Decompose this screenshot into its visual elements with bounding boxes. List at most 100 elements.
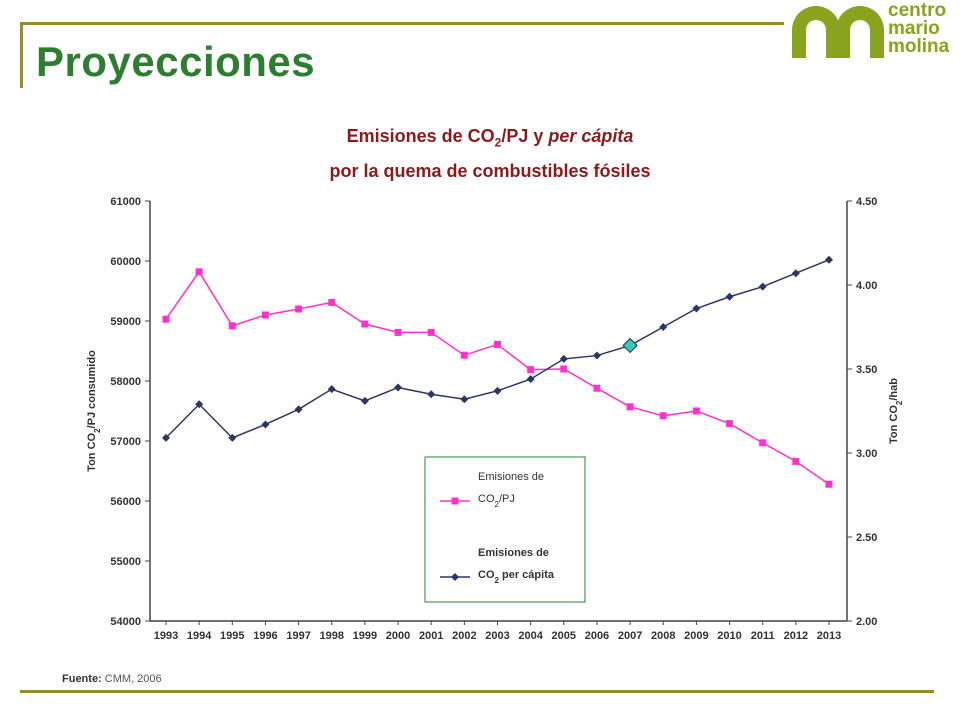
pj-point: [394, 328, 402, 336]
x-tick-label: 2013: [817, 630, 841, 642]
legend-swatch-marker-1: [451, 497, 459, 505]
pj-point: [726, 420, 734, 428]
left-axis-title: Ton CO2/PJ consumido: [86, 350, 102, 472]
pj-point: [560, 365, 568, 373]
pj-point: [527, 366, 535, 374]
x-tick-label: 1997: [286, 630, 310, 642]
logo-text: centro mario molina: [888, 0, 950, 57]
right-tick-label: 2.50: [856, 532, 877, 544]
header-rule: [20, 22, 784, 25]
capita-point: [725, 292, 734, 301]
left-tick-label: 56000: [110, 496, 141, 508]
left-tick-label: 54000: [110, 616, 141, 628]
x-tick-label: 1998: [320, 630, 344, 642]
chart-heading-line-2: por la quema de combustibles fósiles: [329, 160, 651, 181]
legend-entry-2-line-1: Emisiones de: [478, 547, 549, 559]
right-axis-title: Ton CO2/hab: [888, 378, 904, 444]
source-note: Fuente: CMM, 2006: [62, 673, 162, 685]
x-tick-label: 2004: [518, 630, 543, 642]
footer-rule: [20, 690, 934, 693]
capita-point: [659, 323, 668, 331]
source-label: Fuente:: [62, 673, 102, 685]
capita-point: [559, 354, 568, 363]
x-tick-label: 1999: [353, 630, 377, 642]
capita-point: [493, 386, 502, 395]
legend-entry-1-line-2: CO2/PJ: [478, 493, 515, 509]
x-tick-label: 2003: [485, 630, 509, 642]
capita-point: [825, 255, 833, 264]
heading-part-b: /PJ y: [501, 126, 549, 146]
capita-point: [228, 433, 237, 442]
capita-point: [460, 395, 469, 404]
pj-point: [593, 384, 601, 392]
x-tick-label: 2012: [784, 630, 808, 642]
pj-point: [759, 439, 767, 447]
right-tick-label: 4.00: [856, 280, 877, 292]
pj-point: [328, 298, 336, 306]
capita-point: [360, 396, 369, 405]
legend-entry-2-line-2: CO2 per cápita: [478, 569, 555, 585]
pj-point: [195, 268, 203, 276]
chart-heading-line-1: Emisiones de CO2/PJ y per cápita: [180, 122, 800, 157]
logo-line-3: molina: [888, 36, 950, 57]
left-tick-label: 58000: [110, 376, 141, 388]
page-title: Proyecciones: [36, 38, 316, 85]
legend-box: [424, 456, 586, 603]
capita-point: [327, 385, 336, 394]
capita-point: [692, 304, 701, 313]
pj-point: [460, 351, 468, 359]
x-tick-label: 2007: [618, 630, 642, 642]
x-tick-label: 1993: [154, 630, 178, 642]
capita-point: [427, 390, 436, 399]
capita-point: [791, 269, 800, 278]
heading-part-c: per cápita: [548, 126, 634, 146]
pj-point: [825, 480, 833, 488]
series-line-1: [165, 270, 830, 485]
capita-point: [592, 351, 601, 360]
x-tick-label: 2011: [751, 630, 775, 642]
capita-point: [526, 375, 535, 384]
legend-entry-1-line-1: Emisiones de: [478, 471, 544, 483]
capita-point: [261, 420, 270, 429]
x-tick-label: 2009: [684, 630, 708, 642]
left-tick-label: 59000: [110, 316, 141, 328]
x-tick-label: 2008: [651, 630, 675, 642]
heading-subscript: 2: [494, 135, 502, 150]
chart-legend: Emisiones de CO2/PJ Emisiones de CO2 per cá…: [424, 456, 586, 603]
source-value: CMM, 2006: [104, 673, 162, 685]
pj-point: [162, 315, 170, 323]
pj-point: [261, 311, 269, 319]
pj-point: [792, 457, 800, 465]
x-tick-label: 2002: [452, 630, 476, 642]
x-tick-label: 2000: [386, 630, 410, 642]
x-tick-label: 1995: [220, 630, 244, 642]
left-tick-label: 55000: [110, 556, 141, 568]
capita-point: [294, 405, 303, 414]
pj-point: [295, 305, 303, 313]
capita-point: [758, 282, 767, 291]
series-line-2: [165, 259, 830, 439]
capita-point: [394, 383, 403, 392]
right-tick-label: 3.00: [856, 448, 877, 460]
left-tick-label: 61000: [110, 196, 141, 208]
chart-heading: Emisiones de CO2/PJ y per cápita por la …: [180, 122, 800, 185]
x-tick-label: 1994: [187, 630, 212, 642]
logo-line-1: centro: [888, 0, 947, 21]
pj-point: [626, 403, 634, 411]
right-tick-label: 4.50: [856, 196, 877, 208]
pj-point: [494, 340, 501, 348]
left-tick-label: 57000: [110, 436, 141, 448]
legend-swatch-marker-2: [451, 573, 459, 581]
x-tick-label: 1996: [253, 630, 277, 642]
header-left-rule: [20, 22, 23, 88]
pj-point: [228, 322, 236, 330]
capita-point: [195, 400, 204, 409]
highlighted-point: [622, 337, 638, 354]
pj-point: [361, 320, 369, 328]
pj-point: [659, 412, 667, 420]
pj-point: [427, 328, 435, 336]
logo-line-2: mario: [888, 18, 940, 39]
centro-mario-molina-logo: centro mario molina: [786, 0, 956, 62]
x-tick-label: 2006: [585, 630, 609, 642]
